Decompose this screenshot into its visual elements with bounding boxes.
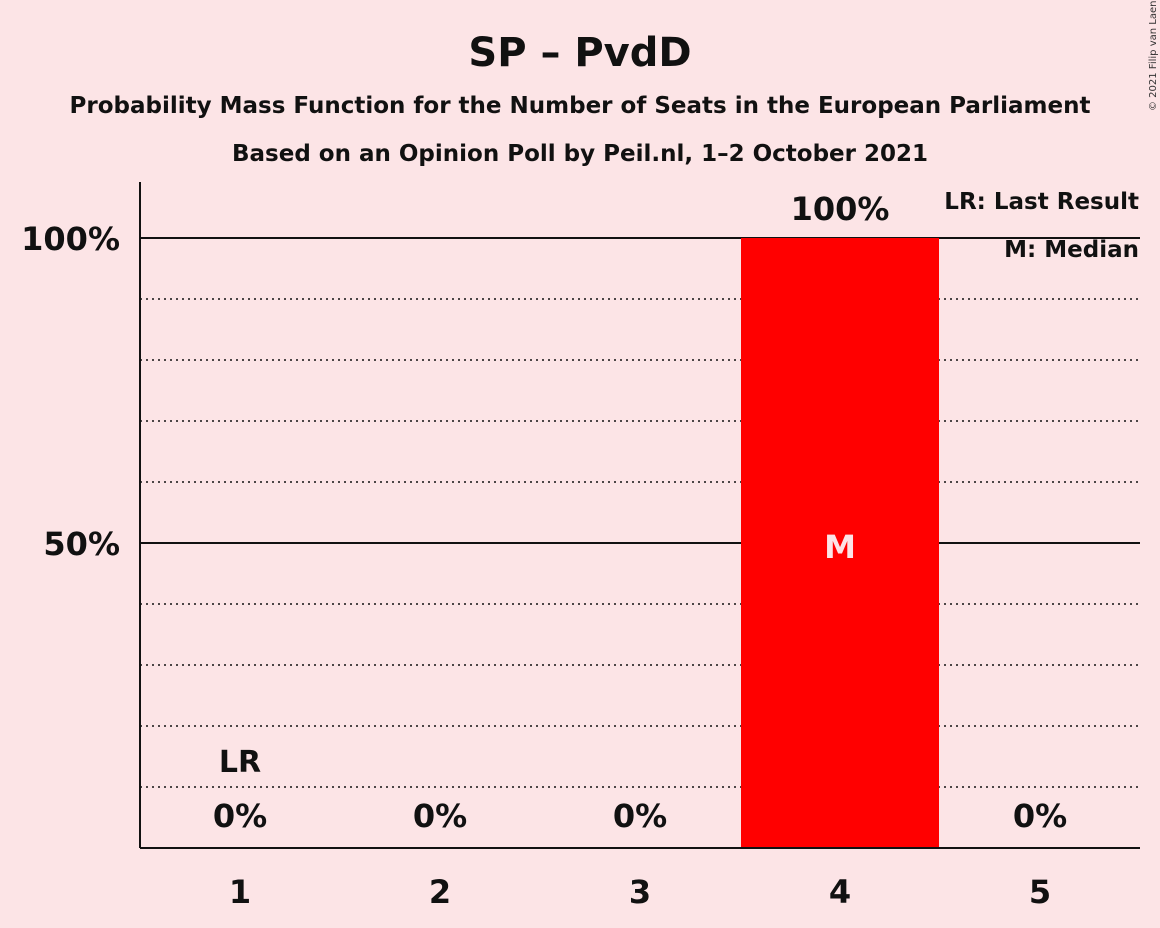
legend-last-result: LR: Last Result <box>944 189 1139 215</box>
x-tick-label: 3 <box>629 873 651 911</box>
chart-title: SP – PvdD <box>468 30 691 76</box>
value-label: 100% <box>791 190 890 228</box>
y-tick-label: 50% <box>43 525 120 563</box>
median-marker: M <box>824 528 856 566</box>
axes: 50% 100% 1 2 3 4 5 <box>21 182 1140 911</box>
chart-subtitle: Probability Mass Function for the Number… <box>70 93 1091 119</box>
x-tick-label: 2 <box>429 873 451 911</box>
value-label: 0% <box>213 797 267 835</box>
gridlines <box>140 237 1140 788</box>
copyright-text: © 2021 Filip van Laenen <box>1148 0 1159 111</box>
legend-median: M: Median <box>1004 237 1139 263</box>
last-result-marker: LR <box>219 745 261 780</box>
value-label: 0% <box>613 797 667 835</box>
value-label: 0% <box>1013 797 1067 835</box>
y-tick-label: 100% <box>21 220 120 258</box>
x-tick-label: 5 <box>1029 873 1051 911</box>
x-tick-label: 1 <box>229 873 251 911</box>
bars <box>741 238 939 848</box>
labels: 0% 0% 0% 100% 0% LR M <box>213 190 1067 835</box>
bar <box>741 238 939 848</box>
chart-source: Based on an Opinion Poll by Peil.nl, 1–2… <box>232 141 928 167</box>
value-label: 0% <box>413 797 467 835</box>
x-tick-label: 4 <box>829 873 851 911</box>
